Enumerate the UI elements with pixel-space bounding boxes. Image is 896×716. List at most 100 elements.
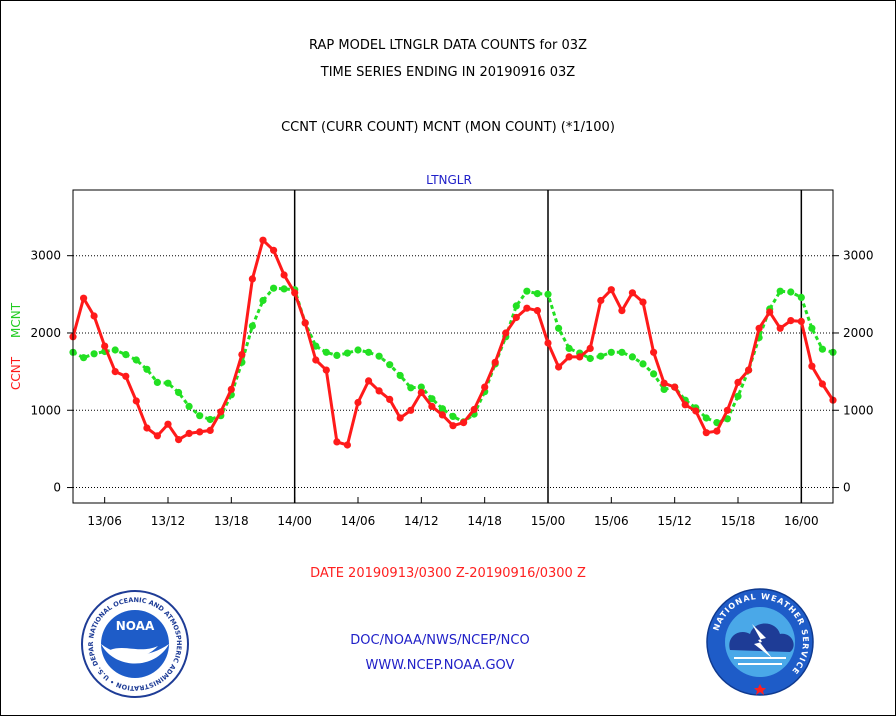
point-mcnt-43 [523,287,531,295]
point-ccnt-22 [301,319,309,327]
point-ccnt-27 [354,398,362,407]
point-mcnt-33 [417,383,425,391]
xtick-label: 15/12 [657,514,692,528]
point-mcnt-34 [428,395,436,403]
point-mcnt-25 [333,351,341,359]
point-ccnt-56 [660,379,668,387]
point-ccnt-30 [386,395,394,403]
point-mcnt-68 [787,288,795,296]
point-ccnt-33 [417,388,425,397]
point-ccnt-58 [681,401,689,409]
point-mcnt-53 [628,353,637,361]
point-ccnt-9 [164,420,172,428]
point-mcnt-42 [512,302,520,310]
point-ccnt-16 [238,351,246,359]
chart-title-line1: RAP MODEL LTNGLR DATA COUNTS for 03Z [309,38,587,53]
point-mcnt-54 [639,360,647,368]
point-mcnt-8 [153,378,161,386]
point-ccnt-45 [544,339,552,347]
point-mcnt-55 [650,370,658,378]
point-ccnt-20 [280,271,288,279]
point-ccnt-1 [80,294,88,302]
series-mcnt [69,284,837,427]
point-mcnt-70 [808,324,816,332]
point-ccnt-37 [460,419,468,427]
point-ccnt-14 [217,408,225,416]
point-ccnt-61 [713,427,721,435]
point-ccnt-11 [185,429,193,437]
point-ccnt-41 [502,329,510,337]
ytick-label-right: 2000 [843,326,874,340]
point-ccnt-59 [692,407,700,415]
point-mcnt-47 [565,344,573,352]
point-ccnt-49 [586,344,594,352]
point-ccnt-12 [196,428,204,436]
grid-lines [73,255,833,489]
date-range-label: DATE 20190913/0300 Z-20190916/0300 Z [310,566,586,581]
point-ccnt-65 [755,324,763,332]
point-ccnt-28 [365,377,373,385]
point-ccnt-19 [270,246,278,254]
y-axis-label-mcnt: MCNT [9,302,23,338]
point-ccnt-46 [555,363,563,371]
point-mcnt-4 [111,346,119,354]
point-mcnt-6 [132,356,140,364]
point-ccnt-8 [153,432,161,440]
point-mcnt-28 [365,348,373,356]
point-ccnt-10 [175,436,183,444]
point-ccnt-26 [343,441,351,449]
point-mcnt-12 [196,412,204,420]
point-mcnt-5 [122,351,130,359]
point-ccnt-2 [90,312,98,320]
point-mcnt-20 [280,285,288,293]
point-ccnt-63 [734,378,742,386]
point-ccnt-47 [565,353,573,361]
ytick-label-left: 3000 [30,249,61,263]
point-mcnt-52 [618,348,626,356]
ytick-label-right: 0 [843,481,851,495]
point-ccnt-4 [111,368,119,376]
credit-line-1: DOC/NOAA/NWS/NCEP/NCO [350,633,530,648]
point-ccnt-36 [449,422,457,430]
point-ccnt-24 [322,366,330,374]
point-mcnt-18 [259,296,267,305]
point-ccnt-43 [523,304,531,312]
point-ccnt-15 [227,385,235,393]
point-mcnt-50 [597,352,605,360]
ytick-label-left: 2000 [30,326,61,340]
point-ccnt-29 [375,387,383,395]
point-mcnt-9 [164,379,172,387]
point-ccnt-21 [291,289,299,297]
xtick-label: 15/06 [594,514,629,528]
point-ccnt-60 [702,429,710,437]
plot-area-border [72,189,834,504]
nws-logo: NATIONAL WEATHER SERVICE [706,588,814,696]
series-layer [69,236,837,449]
point-mcnt-27 [354,346,362,354]
point-ccnt-18 [259,236,267,244]
point-ccnt-62 [723,406,732,414]
point-ccnt-23 [312,356,320,364]
xtick-label: 14/06 [341,514,376,528]
point-ccnt-31 [396,414,404,422]
point-mcnt-30 [386,361,394,369]
point-mcnt-63 [734,392,742,400]
point-ccnt-66 [766,308,774,316]
svg-text:NOAA: NOAA [116,619,155,633]
series-ccnt [69,236,837,449]
chart-title-line2: TIME SERIES ENDING IN 20190916 03Z [320,65,576,80]
point-ccnt-69 [797,317,805,325]
xtick-label: 16/00 [784,514,819,528]
point-ccnt-35 [438,411,446,419]
point-mcnt-7 [143,365,151,373]
point-ccnt-55 [650,348,658,356]
point-ccnt-50 [597,296,605,305]
xtick-label: 14/00 [277,514,312,528]
point-ccnt-70 [808,362,816,370]
point-ccnt-39 [481,383,489,391]
axis-labels: 0 0 1000 1000 2000 2000 3000 3000 13/06 13/12 13/1… [30,249,873,528]
point-mcnt-1 [80,354,88,362]
point-ccnt-48 [576,353,584,361]
point-mcnt-11 [185,402,193,410]
